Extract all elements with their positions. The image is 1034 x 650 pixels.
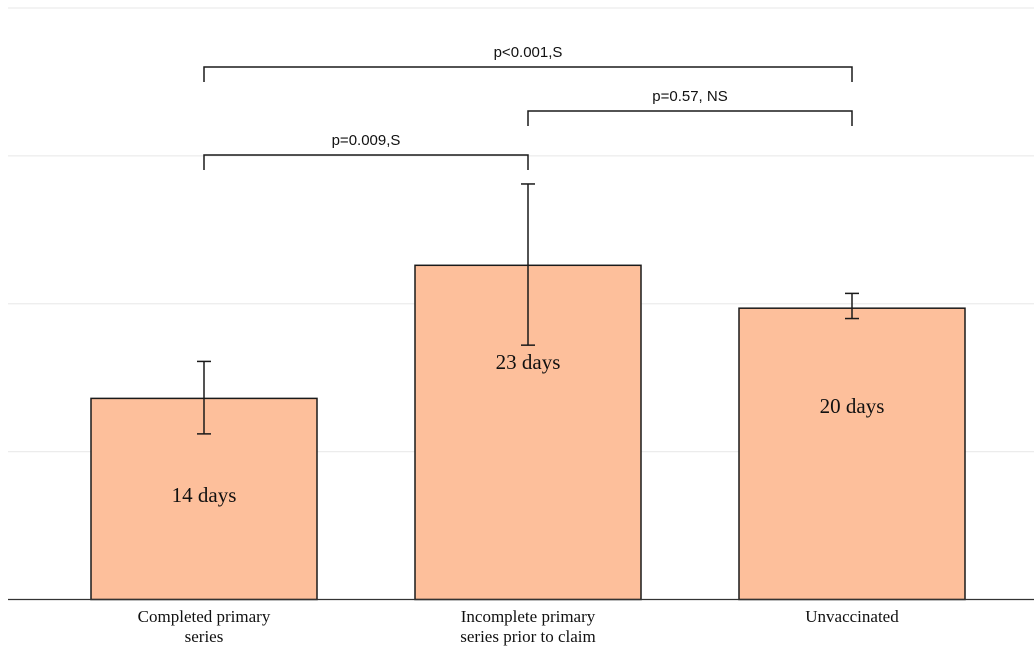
significance-brackets: p<0.001,S p=0.57, NS p=0.009,S: [203, 44, 853, 170]
significance-bracket: [203, 66, 853, 82]
x-tick-label: series: [185, 627, 224, 646]
x-tick-label: Completed primary: [138, 607, 271, 626]
value-labels: 14 days 23 days 20 days: [172, 350, 885, 507]
value-label: 23 days: [496, 350, 561, 374]
value-label: 14 days: [172, 483, 237, 507]
x-tick-label: Unvaccinated: [805, 607, 899, 626]
bar: [738, 307, 966, 601]
value-label: 20 days: [820, 394, 885, 418]
p-value-label: p=0.57, NS: [652, 88, 727, 105]
error-bars: [197, 183, 859, 435]
x-tick-label: series prior to claim: [460, 627, 596, 646]
x-tick-label: Incomplete primary: [461, 607, 596, 626]
p-value-label: p=0.009,S: [332, 132, 401, 149]
p-value-label: p<0.001,S: [494, 44, 563, 61]
significance-bracket: [203, 154, 529, 170]
significance-bracket: [527, 110, 853, 126]
